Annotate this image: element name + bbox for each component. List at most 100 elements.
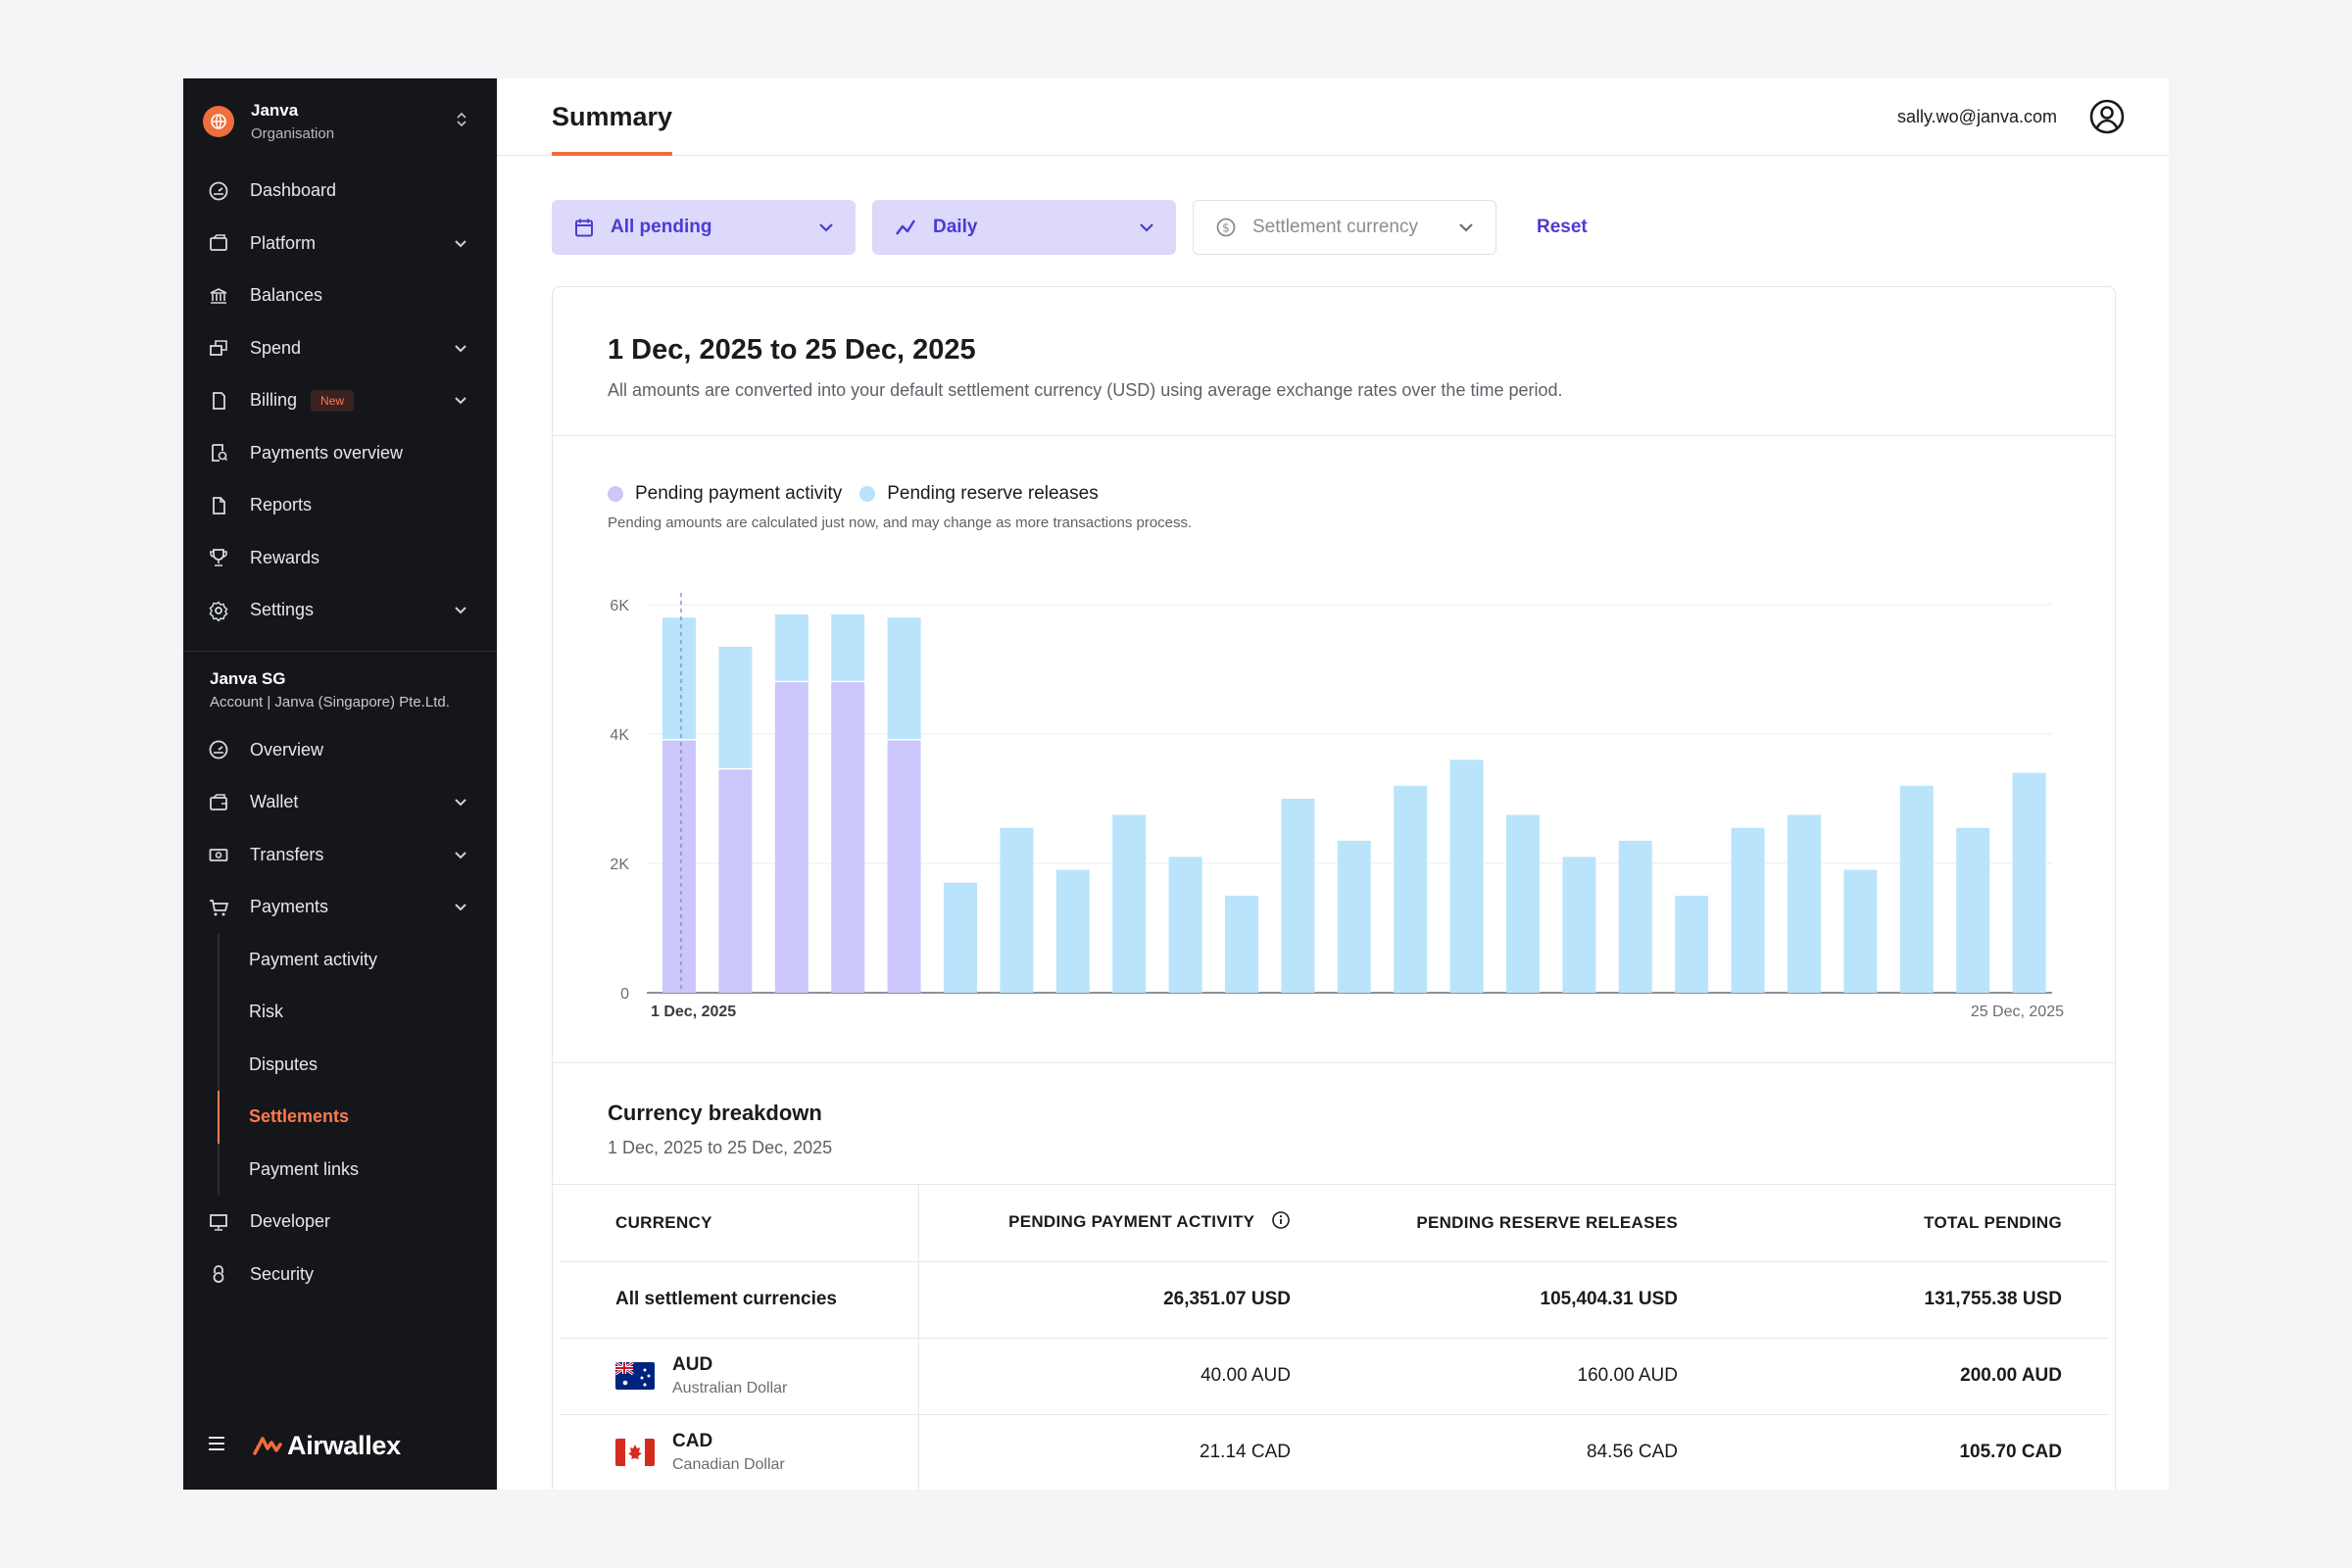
conversion-note: All amounts are converted into your defa… [608,380,1563,400]
bar-pending-reserve [1788,814,1821,993]
account-name: Janva SG [210,668,286,688]
legend-item-pending-reserve[interactable]: Pending reserve releases [859,483,1099,505]
sidebar-item-security[interactable]: Security [183,1249,497,1301]
summary-card: 1 Dec, 2025 to 25 Dec, 2025 All amounts … [552,286,2116,1490]
sidebar-item-label: Balances [250,285,323,306]
currency-cell: CAD Canadian Dollar [561,1414,919,1490]
sidebar-item-billing[interactable]: Billing New [183,374,497,427]
summary-header: 1 Dec, 2025 to 25 Dec, 2025 All amounts … [553,287,2115,436]
bar-pending-reserve [662,617,696,740]
sidebar-item-spend[interactable]: Spend [183,322,497,375]
airwallex-logo-icon [253,1437,282,1455]
bar-pending-reserve [1394,785,1428,993]
tab-summary[interactable]: Summary [552,102,673,156]
billing-doc-icon [207,389,230,413]
status-filter-dropdown[interactable]: All pending [552,200,856,255]
currency-name: Canadian Dollar [672,1456,785,1473]
bar-pending-reserve [1675,896,1709,993]
sidebar-item-label: Platform [250,232,317,253]
table-row-total[interactable]: All settlement currencies 26,351.07 USD … [561,1261,2109,1339]
table-row[interactable]: AUD Australian Dollar 40.00 AUD 160.00 A… [561,1338,2109,1415]
svg-text:$: $ [1222,221,1230,235]
total-value: 200.00 AUD [1678,1338,2109,1415]
org-switcher[interactable]: Janva Organisation [183,78,497,165]
currency-cell: AUD Australian Dollar [561,1338,919,1415]
total-reserve: 105,404.31 USD [1291,1261,1678,1339]
bar-pending-reserve [1168,857,1202,993]
chevron-up-down-icon [456,111,467,133]
sidebar-item-payments[interactable]: Payments [183,881,497,934]
chevron-down-icon [454,845,467,865]
org-subtitle: Organisation [251,125,335,142]
chevron-down-icon [454,233,467,254]
legend-label: Pending reserve releases [887,483,1099,504]
y-tick-label: 2K [610,857,629,873]
menu-hamburger-icon[interactable] [207,1435,226,1457]
settlement-currency-dropdown[interactable]: $ Settlement currency [1193,200,1496,255]
sidebar-item-payment-activity[interactable]: Payment activity [249,949,378,969]
user-avatar-icon[interactable] [2088,98,2126,135]
activity-value: 21.14 CAD [918,1414,1291,1490]
chevron-down-icon [454,897,467,917]
sidebar-item-settlements[interactable]: Settlements [218,1091,497,1144]
sidebar-item-wallet[interactable]: Wallet [183,776,497,829]
bar-pending-reserve [2012,772,2046,993]
bar-pending-reserve [1000,827,1034,993]
bar-pending-reserve [1449,760,1484,993]
col-total-pending: TOTAL PENDING [1678,1185,2109,1262]
sidebar-item-overview[interactable]: Overview [183,724,497,777]
bar-pending-reserve [1055,869,1090,993]
org-name: Janva [251,101,299,120]
reset-filters-button[interactable]: Reset [1537,217,1588,237]
bar-pending-reserve [1112,814,1147,993]
sidebar-item-label: Reports [250,495,313,515]
bar-pending-reserve [1337,840,1371,993]
sidebar-item-disputes[interactable]: Disputes [249,1054,318,1074]
canada-flag-icon [615,1439,655,1466]
user-email: sally.wo@janva.com [1897,106,2057,126]
sidebar-item-label: Security [250,1263,315,1284]
x-end-label: 25 Dec, 2025 [1971,1004,2064,1020]
currency-breakdown-table: CURRENCY PENDING PAYMENT ACTIVITY PENDIN… [561,1185,2109,1490]
bar-pending-reserve [944,882,977,993]
sidebar-item-platform[interactable]: Platform [183,218,497,270]
interval-filter-dropdown[interactable]: Daily [872,200,1176,255]
user-menu[interactable]: sally.wo@janva.com [1897,98,2126,135]
wallet-icon [207,791,230,814]
activity-value: 40.00 AUD [918,1338,1291,1415]
total-activity: 26,351.07 USD [918,1261,1291,1339]
sidebar-item-rewards[interactable]: Rewards [183,532,497,585]
sidebar-item-reports[interactable]: Reports [183,479,497,532]
top-bar: Summary sally.wo@janva.com [497,78,2169,156]
chart-legend: Pending payment activity Pending reserve… [608,483,1116,505]
brand-logo: Airwallex [252,1431,401,1461]
sidebar-item-developer[interactable]: Developer [183,1196,497,1249]
y-tick-label: 0 [620,986,629,1003]
lock-icon [207,1262,230,1286]
pending-note: Pending amounts are calculated just now,… [608,514,1193,531]
sidebar-item-dashboard[interactable]: Dashboard [183,165,497,218]
legend-item-pending-payment[interactable]: Pending payment activity [608,483,842,505]
info-icon[interactable] [1271,1210,1291,1235]
settlement-currency-placeholder: Settlement currency [1252,217,1418,237]
sidebar-item-payment-links[interactable]: Payment links [249,1158,360,1179]
sidebar-item-balances[interactable]: Balances [183,270,497,322]
sidebar-item-risk[interactable]: Risk [249,1002,283,1022]
y-tick-label: 4K [610,727,629,744]
sidebar-item-transfers[interactable]: Transfers [183,829,497,882]
bar-pending-reserve [1281,799,1315,993]
sidebar-item-payments-overview[interactable]: Payments overview [183,427,497,480]
gear-icon [207,599,230,622]
bar-pending-reserve [1843,869,1878,993]
bar-pending-payment [887,740,921,993]
table-row[interactable]: CAD Canadian Dollar 21.14 CAD 84.56 CAD … [561,1414,2109,1490]
monitor-icon [207,1210,230,1234]
bar-pending-reserve [831,613,865,681]
dashboard-gauge-icon [207,179,230,203]
bar-pending-reserve [1562,857,1596,993]
bar-pending-reserve [887,617,921,740]
calendar-icon [573,217,595,238]
sidebar-item-settings[interactable]: Settings [183,584,497,637]
spend-card-icon [207,336,230,360]
bar-pending-reserve [1899,785,1934,993]
